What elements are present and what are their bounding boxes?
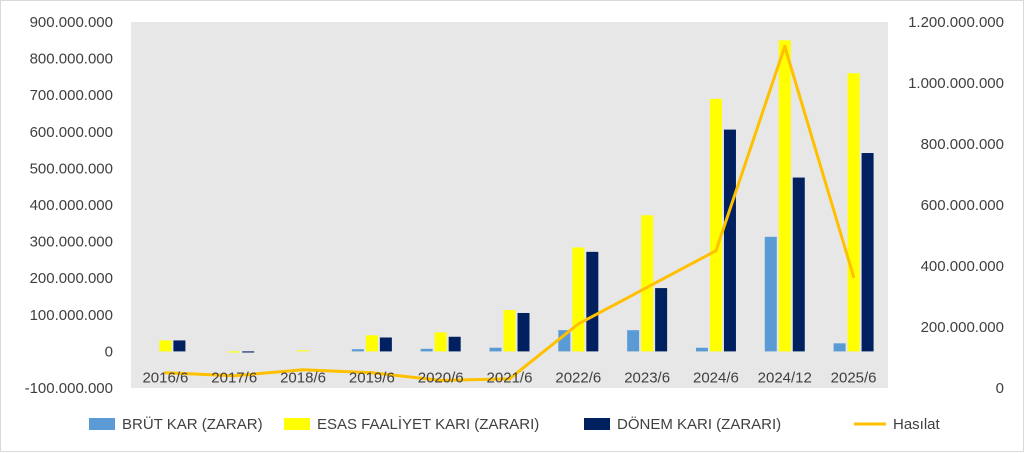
legend-label-3: Hasılat [893,416,941,433]
x-tick-label: 2025/6 [831,369,877,386]
bar-1-0 [159,340,172,352]
right-axis-ticks: 0 200.000.000 400.000.000 600.000.000 800.00… [908,14,1004,397]
line-point-7 [645,285,649,289]
line-point-5 [508,377,511,381]
bar-2-10 [861,153,874,352]
line-point-0 [163,371,167,375]
bar-1-3 [365,335,378,352]
bar-1-4 [434,332,447,352]
x-tick-label: 2022/6 [555,369,601,386]
bar-2-1 [242,351,255,353]
bar-0-5 [489,347,502,352]
bar-2-7 [655,288,668,352]
bar-2-4 [448,336,461,352]
line-point-10 [852,275,856,279]
bar-1-9 [778,40,791,352]
bar-0-6 [558,330,571,352]
bar-group [159,40,874,353]
line-point-6 [576,322,580,326]
x-tick-label: 2023/6 [624,369,670,386]
line-point-3 [370,371,374,375]
bar-1-6 [572,247,585,352]
bar-2-8 [723,129,736,352]
bar-2-9 [792,177,805,352]
bar-2-6 [586,251,599,352]
x-tick-label: 2018/6 [280,369,326,386]
bar-0-8 [695,347,708,352]
bar-1-5 [503,310,516,352]
x-tick-label: 2020/6 [418,369,464,386]
x-tick-label: 2017/6 [211,369,257,386]
right-tick-label: 400.000.000 [921,258,1004,275]
legend: BRÜT KAR (ZARAR) ESAS FAALİYET KARI (ZARA… [89,415,941,433]
left-tick-label: 300.000.000 [30,234,113,251]
bar-1-1 [228,351,241,353]
left-tick-label: 800.000.000 [30,51,113,68]
left-tick-label: 500.000.000 [30,160,113,177]
legend-label-1: ESAS FAALİYET KARI (ZARARI) [317,415,539,433]
line-group [163,44,856,382]
bar-1-8 [709,98,722,352]
right-tick-label: 600.000.000 [921,197,1004,214]
line-point-8 [714,249,718,253]
legend-label-0: BRÜT KAR (ZARAR) [122,415,263,433]
bar-0-10 [833,343,846,352]
legend-swatch-0 [89,418,115,430]
bar-0-9 [764,236,777,352]
bar-0-3 [351,349,364,352]
left-tick-label: -100.000.000 [25,380,113,397]
left-axis-ticks: -100.000.000 0 100.000.000 200.000.000 300.0… [25,14,113,397]
right-tick-label: 1.000.000.000 [908,75,1004,92]
legend-swatch-1 [284,418,310,430]
left-tick-label: 0 [105,343,113,360]
bar-1-2 [297,350,310,352]
bar-1-10 [847,73,860,352]
legend-swatch-2 [584,418,610,430]
bar-2-3 [379,337,392,352]
line-point-4 [439,378,443,382]
right-tick-label: 1.200.000.000 [908,14,1004,31]
x-tick-label: 2019/6 [349,369,395,386]
x-tick-label: 2021/6 [487,369,533,386]
left-tick-label: 900.000.000 [30,14,113,31]
right-tick-label: 0 [996,380,1004,397]
line-point-2 [301,368,305,372]
bar-0-7 [627,330,640,352]
bar-0-4 [420,348,433,352]
right-tick-label: 200.000.000 [921,319,1004,336]
right-tick-label: 800.000.000 [921,136,1004,153]
x-tick-label: 2016/6 [142,369,188,386]
left-tick-label: 100.000.000 [30,307,113,324]
x-axis-ticks: 2016/6 2017/6 2018/6 2019/6 2020/6 2021/6 2022… [142,369,876,386]
x-tick-label: 2024/12 [758,369,812,386]
bar-1-7 [641,215,654,352]
bar-2-5 [517,312,530,352]
bar-2-0 [173,340,186,352]
line-point-1 [232,374,236,378]
line-point-9 [783,44,787,48]
x-tick-label: 2024/6 [693,369,739,386]
left-tick-label: 400.000.000 [30,197,113,214]
legend-label-2: DÖNEM KARI (ZARARI) [617,415,781,433]
left-tick-label: 600.000.000 [30,124,113,141]
left-tick-label: 700.000.000 [30,87,113,104]
left-tick-label: 200.000.000 [30,270,113,287]
